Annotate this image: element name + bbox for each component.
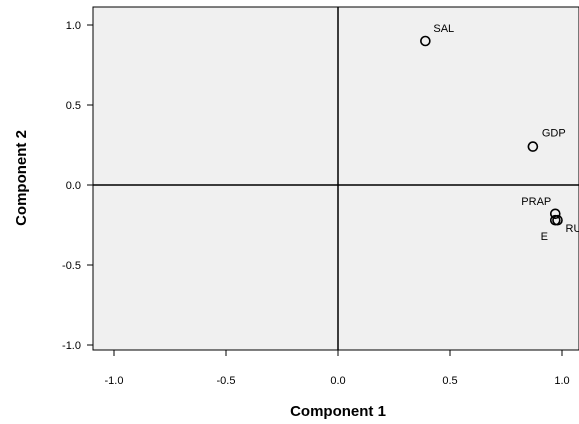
y-tick-label: -0.5 (62, 260, 81, 272)
point-label-ru: RU (566, 223, 579, 235)
x-tick-label: -0.5 (217, 375, 236, 387)
y-tick-label: 0.5 (66, 100, 81, 112)
point-label-prap: PRAP (521, 196, 551, 208)
x-tick-label: -1.0 (105, 375, 124, 387)
y-tick-label: 0.0 (66, 180, 81, 192)
point-label-gdp: GDP (542, 128, 566, 140)
x-axis-title: Component 1 (290, 403, 386, 420)
point-label-e: E (541, 231, 548, 243)
x-tick-label: 0.5 (442, 375, 457, 387)
point-marker-e (549, 214, 561, 226)
point-marker-gdp (527, 141, 539, 152)
x-tick-label: 1.0 (554, 375, 569, 387)
point-label-sal: SAL (433, 23, 454, 35)
x-tick-label: 0.0 (330, 375, 345, 387)
point-marker-prap (549, 208, 561, 220)
y-tick-label: -1.0 (62, 340, 81, 352)
y-tick-label: 1.0 (66, 20, 81, 32)
point-marker-sal (420, 35, 431, 47)
plot-area (92, 6, 579, 351)
y-axis-title: Component 2 (13, 130, 30, 226)
